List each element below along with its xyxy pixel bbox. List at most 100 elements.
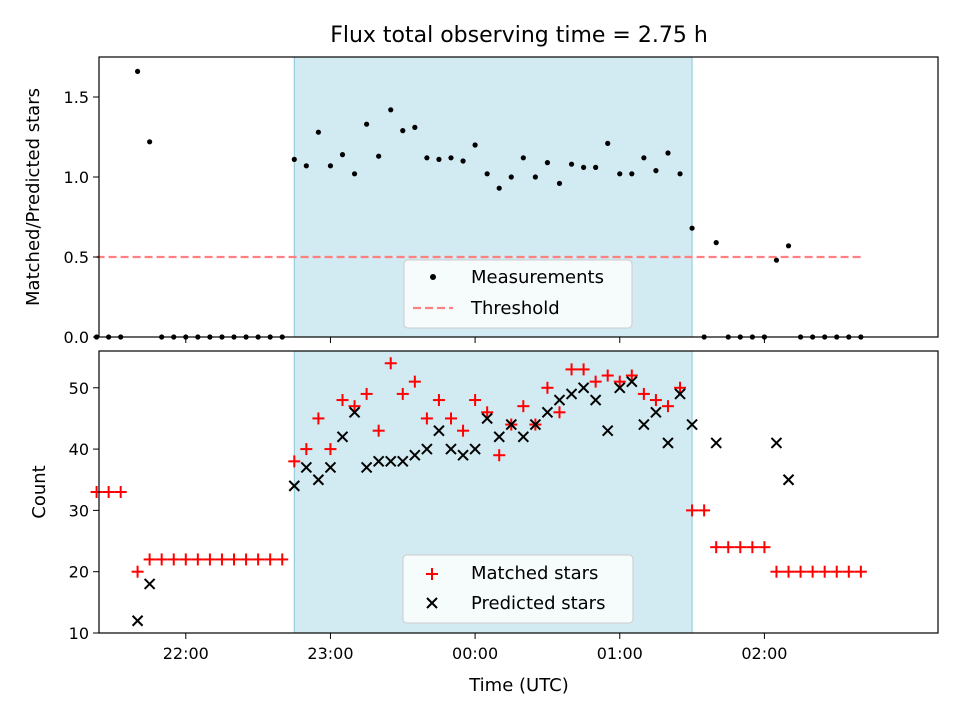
measurement-point: [496, 185, 502, 191]
measurement-point: [677, 171, 683, 177]
measurement-point: [436, 156, 442, 162]
matched-star-point: [553, 406, 566, 419]
predicted-star-point: [143, 578, 156, 590]
matched-star-point: [444, 412, 457, 425]
matched-star-point: [722, 541, 735, 554]
matched-star-point: [601, 369, 614, 382]
predicted-star-point: [782, 474, 795, 486]
matched-star-point: [457, 424, 470, 437]
matched-star-point: [300, 443, 313, 456]
top-ytick-label: 0.5: [64, 248, 89, 267]
matched-star-point: [674, 381, 687, 394]
predicted-star-point: [493, 431, 505, 443]
matched-star-point: [372, 424, 385, 437]
predicted-star-point: [650, 406, 662, 419]
measurement-point: [785, 243, 792, 249]
measurement-point: [424, 155, 430, 161]
matched-star-point: [215, 553, 228, 566]
matched-star-point: [794, 565, 807, 578]
measurement-point: [388, 107, 394, 113]
top-legend: Measurements Threshold: [403, 259, 633, 329]
matched-star-point: [324, 443, 337, 456]
measurement-point: [605, 140, 611, 146]
matched-star-point: [179, 553, 192, 566]
bottom-panel: 10 20 30 40 50 22:00 23:00 00:00 01:00 02:00 Cou…: [29, 350, 939, 696]
measurement-point: [508, 174, 514, 180]
legend-predicted-label: Predicted stars: [471, 593, 605, 614]
matched-star-point: [276, 553, 289, 566]
measurement-point: [580, 164, 587, 170]
bottom-ytick-label: 30: [69, 501, 89, 520]
measurement-point: [327, 163, 334, 169]
predicted-star-point: [372, 455, 385, 468]
matched-star-point: [782, 565, 795, 578]
matched-star-point: [191, 553, 204, 566]
predicted-star-point: [577, 382, 590, 394]
bottom-legend: Matched stars Predicted stars: [402, 554, 634, 624]
top-panel: 0.0 0.5 1.0 1.5 Matched/Predicted stars Mea…: [23, 56, 939, 347]
matched-star-point: [589, 375, 602, 388]
legend-measurement-marker: [430, 274, 436, 280]
matched-star-point: [114, 486, 127, 498]
predicted-star-point: [348, 406, 361, 419]
matched-star-point: [396, 387, 409, 400]
measurement-point: [460, 158, 466, 164]
measurement-point: [713, 240, 719, 246]
matched-star-point: [264, 553, 277, 566]
measurement-point: [556, 180, 563, 186]
measurement-point: [773, 257, 780, 263]
matched-star-point: [408, 375, 421, 388]
predicted-star-point: [589, 394, 602, 406]
predicted-star-point: [602, 424, 614, 437]
matched-star-point: [565, 363, 578, 376]
xtick-label: 01:00: [597, 644, 643, 663]
matched-star-point: [102, 486, 115, 498]
measurement-point: [364, 121, 370, 127]
matched-star-point: [842, 565, 855, 578]
matched-star-point: [252, 553, 265, 566]
top-ytick-label: 1.0: [64, 168, 89, 187]
predicted-star-point: [614, 382, 626, 394]
measurement-point: [484, 171, 490, 177]
matched-star-point: [432, 394, 445, 407]
predicted-star-point: [421, 443, 433, 455]
predicted-star-point: [770, 437, 783, 449]
matched-star-point: [240, 553, 253, 566]
predicted-star-point: [565, 388, 578, 400]
matched-star-point: [469, 394, 482, 407]
predicted-star-point: [553, 394, 566, 406]
matched-star-point: [746, 541, 759, 554]
predicted-star-point: [457, 449, 469, 461]
measurement-point: [593, 164, 599, 170]
matched-star-point: [336, 394, 349, 407]
measurement-point: [532, 174, 538, 180]
measurement-point: [315, 129, 321, 135]
measurement-point: [629, 171, 635, 177]
predicted-star-point: [397, 455, 409, 468]
predicted-star-point: [336, 431, 349, 443]
measurement-point: [351, 171, 358, 177]
xtick-label: 02:00: [741, 644, 787, 663]
measurement-point: [339, 152, 346, 158]
matched-star-point: [517, 400, 530, 413]
matched-star-point: [637, 387, 650, 400]
matched-star-point: [818, 565, 831, 578]
measurement-point: [147, 139, 153, 145]
matched-star-point: [288, 455, 301, 468]
predicted-star-point: [131, 615, 144, 627]
matched-star-point: [854, 565, 867, 578]
measurement-point: [376, 153, 382, 159]
predicted-star-point: [662, 437, 674, 449]
predicted-star-point: [288, 480, 300, 492]
matched-star-point: [420, 412, 433, 425]
matched-star-point: [698, 504, 711, 517]
measurement-point: [412, 124, 418, 130]
legend-measurements-label: Measurements: [471, 267, 604, 288]
matched-star-point: [541, 381, 554, 394]
matched-star-point: [625, 369, 638, 382]
x-axis-label: Time (UTC): [468, 675, 569, 696]
legend-predicted-marker: [426, 597, 438, 609]
matched-star-point: [228, 553, 241, 566]
predicted-star-point: [409, 449, 421, 461]
